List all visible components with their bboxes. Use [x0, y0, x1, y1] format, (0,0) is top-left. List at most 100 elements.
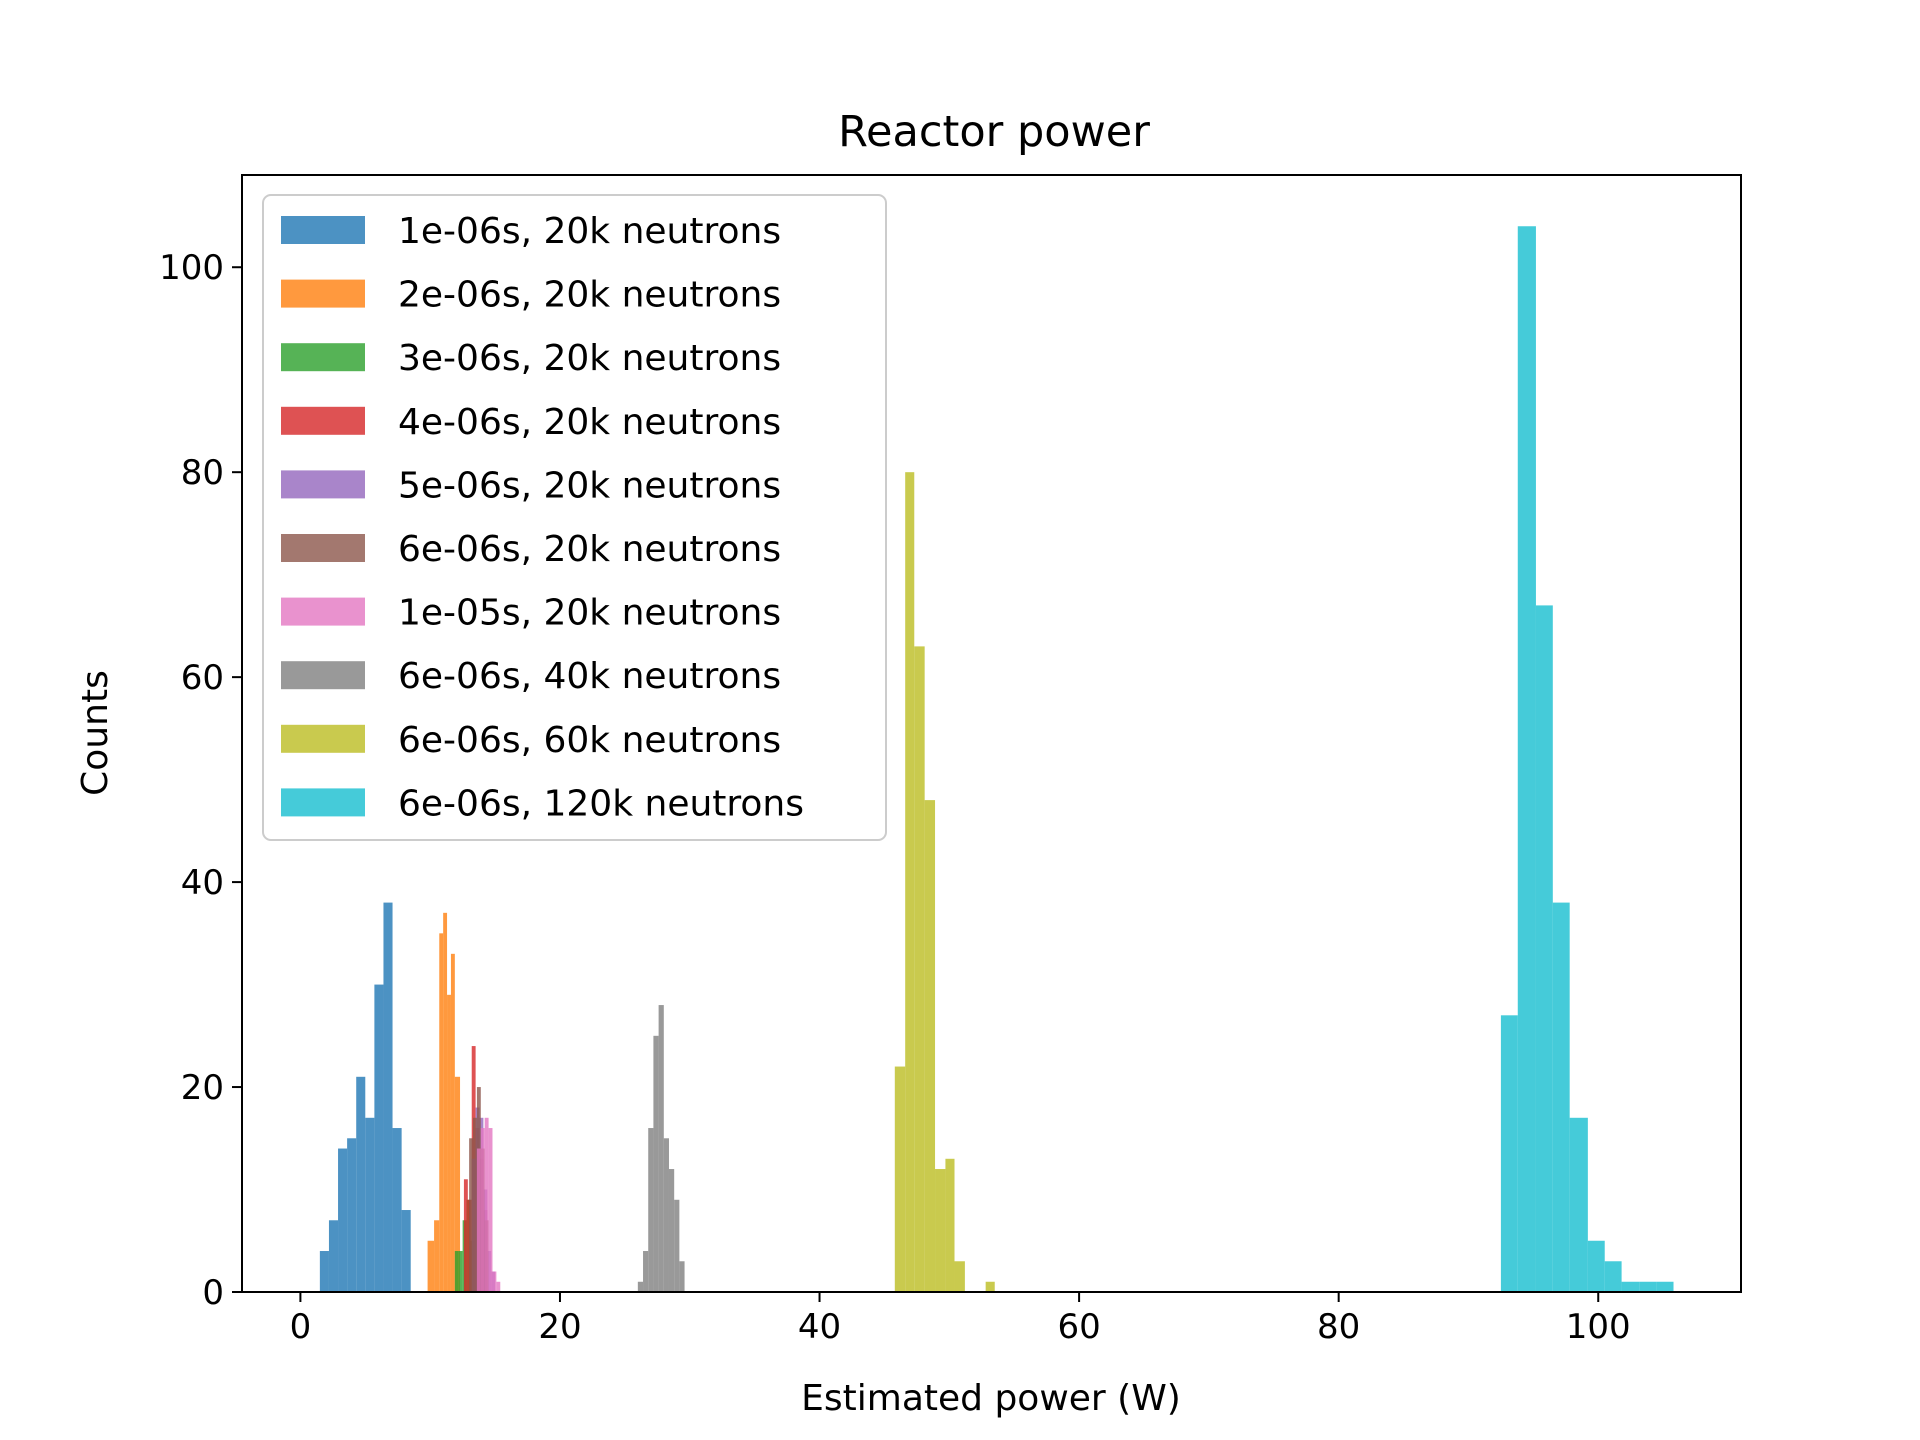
x-tick-label: 20 — [538, 1307, 581, 1347]
legend-swatch — [281, 788, 365, 817]
histogram-bar — [905, 472, 915, 1292]
histogram-bar — [476, 1148, 481, 1292]
x-tick-label: 80 — [1317, 1307, 1360, 1347]
legend-label: 6e-06s, 20k neutrons — [398, 529, 781, 570]
histogram-bar — [338, 1148, 348, 1292]
histogram-bar — [484, 1117, 489, 1292]
y-tick-label: 20 — [181, 1068, 224, 1108]
histogram-bar — [894, 1066, 906, 1292]
series-7-bars — [476, 1117, 501, 1292]
legend-swatch — [281, 470, 365, 499]
histogram-bar — [1500, 1015, 1518, 1292]
histogram-bar — [365, 1117, 375, 1292]
y-tick-label: 100 — [159, 248, 224, 288]
histogram-bar — [954, 1261, 965, 1292]
y-tick-label: 60 — [181, 658, 224, 698]
series-1-bars — [319, 902, 411, 1292]
series-8-bars — [637, 1005, 685, 1292]
histogram-bar — [674, 1199, 680, 1292]
histogram-bar — [492, 1271, 497, 1292]
chart-title: Reactor power — [838, 107, 1150, 157]
y-axis-ticks: 0 20 40 60 80 100 — [159, 248, 242, 1313]
histogram-bar — [643, 1251, 649, 1292]
legend-swatch — [281, 661, 365, 690]
histogram-bar — [663, 1138, 669, 1292]
histogram-bar — [488, 1128, 493, 1292]
x-tick-label: 40 — [798, 1307, 841, 1347]
histogram-bar — [458, 1251, 463, 1292]
histogram-bar — [648, 1128, 654, 1292]
histogram-bar — [637, 1281, 644, 1292]
histogram-bar — [1604, 1261, 1622, 1292]
legend-swatch — [281, 406, 365, 435]
histogram-bar — [383, 902, 393, 1292]
y-tick-label: 40 — [181, 863, 224, 903]
x-tick-label: 60 — [1057, 1307, 1100, 1347]
histogram-bar — [319, 1251, 329, 1292]
legend-label: 3e-06s, 20k neutrons — [398, 338, 781, 379]
histogram-bar — [935, 1169, 946, 1292]
series-9-bars — [894, 472, 995, 1292]
legend-swatch — [281, 597, 365, 626]
legend-label: 4e-06s, 20k neutrons — [398, 402, 781, 443]
histogram-bar — [392, 1128, 402, 1292]
histogram-bar — [447, 994, 451, 1292]
histogram-bar — [914, 646, 925, 1292]
legend-swatch — [281, 279, 365, 308]
histogram-bar — [496, 1281, 501, 1292]
histogram-bar — [328, 1220, 339, 1292]
series-2-bars — [427, 912, 461, 1292]
bars-layer — [319, 226, 1674, 1293]
histogram-bar — [1621, 1281, 1640, 1292]
histogram-bar — [374, 984, 384, 1292]
legend-swatch — [281, 216, 365, 244]
histogram-bar — [1535, 605, 1553, 1292]
legend-label: 1e-06s, 20k neutrons — [398, 211, 781, 252]
histogram-bar — [658, 1005, 664, 1292]
y-tick-label: 0 — [202, 1273, 224, 1313]
legend-swatch — [281, 534, 365, 562]
histogram-bar — [1587, 1240, 1605, 1292]
histogram-bar — [427, 1240, 435, 1292]
y-tick-label: 80 — [181, 453, 224, 493]
legend-label: 6e-06s, 40k neutrons — [398, 656, 781, 697]
histogram-bar — [356, 1076, 366, 1292]
plot-frame — [241, 174, 1742, 1293]
histogram-bar — [1552, 902, 1570, 1292]
histogram-bar — [668, 1169, 675, 1292]
legend: 1e-06s, 20k neutrons 2e-06s, 20k neutrons… — [262, 194, 887, 841]
x-axis-title: Estimated power (W) — [801, 1378, 1181, 1419]
histogram-bar — [1656, 1281, 1674, 1292]
legend-swatch — [281, 724, 365, 753]
histogram-bar — [463, 1179, 468, 1292]
histogram-bar — [473, 1117, 477, 1292]
legend-label: 6e-06s, 120k neutrons — [398, 783, 804, 824]
histogram-bar — [945, 1158, 955, 1292]
legend-label: 2e-06s, 20k neutrons — [398, 275, 781, 316]
legend-box — [262, 194, 887, 841]
histogram-bar — [985, 1281, 995, 1292]
histogram-bar — [1639, 1281, 1657, 1292]
histogram-bar — [439, 933, 444, 1292]
legend-swatch — [281, 343, 365, 372]
legend-items: 1e-06s, 20k neutrons 2e-06s, 20k neutrons… — [281, 211, 804, 824]
histogram-bar — [401, 1210, 411, 1292]
histogram-bar — [469, 1138, 474, 1292]
histogram-bar — [454, 1251, 459, 1292]
histogram-bar — [454, 1076, 461, 1292]
histogram-bar — [1569, 1117, 1588, 1292]
legend-label: 5e-06s, 20k neutrons — [398, 465, 781, 506]
histogram-bar — [347, 1138, 357, 1292]
legend-label: 6e-06s, 60k neutrons — [398, 720, 781, 761]
histogram-bar — [480, 1128, 485, 1292]
series-10-bars — [1500, 226, 1674, 1293]
legend-label: 1e-05s, 20k neutrons — [398, 593, 781, 634]
histogram-bar — [450, 953, 455, 1292]
histogram-bar — [434, 1220, 440, 1292]
histogram-bar — [443, 912, 448, 1292]
histogram-bar — [679, 1261, 685, 1292]
x-axis-ticks: 0 20 40 60 80 100 — [290, 1292, 1631, 1347]
x-tick-label: 0 — [290, 1307, 312, 1347]
histogram-bar — [924, 800, 936, 1292]
